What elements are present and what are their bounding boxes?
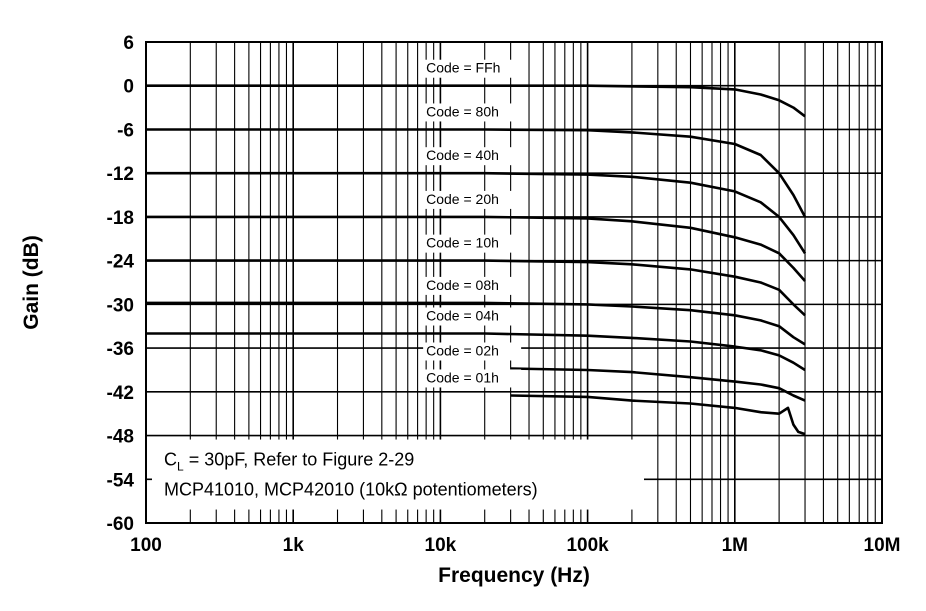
series-label-group: Code = 40h <box>423 147 522 166</box>
series-label: Code = 01h <box>426 369 499 385</box>
y-tick-label: -6 <box>117 120 134 141</box>
series-line <box>146 215 806 282</box>
x-tick-label: 100 <box>130 535 162 556</box>
series-label-bg <box>423 307 522 326</box>
series-label: Code = 20h <box>426 191 499 207</box>
y-tick-label: 6 <box>123 33 134 54</box>
x-tick-label: 10M <box>864 535 901 556</box>
y-tick-label: -42 <box>107 383 134 404</box>
x-tick-label: 1k <box>283 535 305 556</box>
series-label: Code = 40h <box>426 147 499 163</box>
plot-frame <box>145 41 883 524</box>
series-label: Code = 08h <box>426 277 499 293</box>
series-label-bg <box>423 276 522 295</box>
x-axis-title: Frequency (Hz) <box>438 564 590 587</box>
y-tick-label: -12 <box>107 164 134 185</box>
y-tick-label: -30 <box>107 295 134 316</box>
series-line <box>510 367 806 402</box>
series-label-group: Code = FFh <box>423 59 522 78</box>
series-label-bg <box>423 342 522 361</box>
series-line <box>146 128 807 218</box>
y-tick-label: -54 <box>107 470 135 491</box>
series-line <box>146 84 806 118</box>
series-label-bg <box>423 234 522 253</box>
series-label: Code = 02h <box>426 342 499 358</box>
series-label-group: Code = 80h <box>423 103 522 122</box>
series-label: Code = 10h <box>426 235 499 251</box>
annotation-box: CL = 30pF, Refer to Figure 2-29 MCP41010,… <box>152 439 644 510</box>
y-tick-label: 0 <box>123 77 134 98</box>
series-label-bg <box>423 103 522 122</box>
x-tick-label: 10k <box>425 535 457 556</box>
series-line <box>146 259 806 317</box>
y-tick-label: -18 <box>107 208 134 229</box>
series-label: Code = 04h <box>426 308 499 324</box>
x-tick-label: 100k <box>566 535 609 556</box>
series-label: Code = 80h <box>426 103 499 119</box>
series-label-group: Code = 08h <box>423 276 522 295</box>
series-label: Code = FFh <box>426 60 500 76</box>
annotation-line-2: MCP41010, MCP42010 (10kΩ potentiometers) <box>164 480 538 500</box>
x-tick-label: 1M <box>722 535 748 556</box>
y-tick-label: -60 <box>107 514 134 535</box>
y-tick-label: -48 <box>107 427 134 448</box>
series-line <box>146 171 807 254</box>
series-label-group: Code = 10h <box>423 234 522 253</box>
series-label-group: Code = 01h <box>423 369 522 388</box>
series-labels: Code = FFh Code = 80h Code = 40h Code = 20h… <box>423 59 522 388</box>
series-label-group: Code = 04h <box>423 307 522 326</box>
series-label-bg <box>423 59 522 78</box>
series-label-bg <box>423 190 522 209</box>
series-line <box>146 332 806 372</box>
series-label-group: Code = 02h <box>423 342 522 361</box>
series-line <box>510 394 806 436</box>
y-tick-label: -36 <box>107 339 134 360</box>
series-line <box>146 301 806 346</box>
series-lines <box>146 84 807 436</box>
series-label-group: Code = 20h <box>423 190 522 209</box>
series-label-bg <box>423 369 522 388</box>
y-tick-label: -24 <box>107 252 135 273</box>
series-label-bg <box>423 147 522 166</box>
annotation-line-1: CL = 30pF, Refer to Figure 2-29 <box>164 450 414 474</box>
annotation-bg <box>152 439 644 510</box>
y-axis-title: Gain (dB) <box>20 235 43 330</box>
